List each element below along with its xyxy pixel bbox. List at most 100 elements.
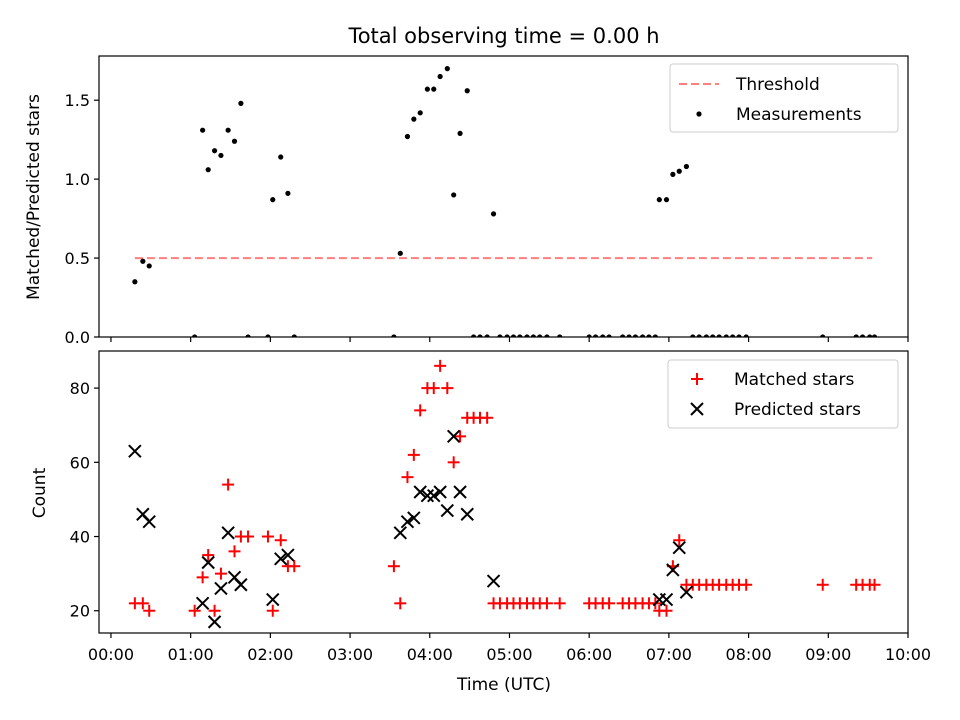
matched-star-point <box>427 382 440 395</box>
measurement-point <box>736 334 742 337</box>
predicted-star-point <box>672 540 686 555</box>
top-y-axis-label: Matched/Predicted stars <box>24 94 44 300</box>
measurement-point <box>504 334 510 337</box>
measurement-point <box>205 167 211 173</box>
measurement-point <box>417 110 423 116</box>
measurement-point <box>656 197 662 203</box>
measurement-point <box>278 154 284 160</box>
x-tick-label: 10:00 <box>885 645 931 664</box>
matched-star-point <box>266 604 279 617</box>
measurement-point <box>424 86 430 92</box>
measurement-point <box>140 258 146 264</box>
predicted-star-point <box>440 503 455 518</box>
matched-star-point <box>214 567 227 580</box>
legend-matched-swatch <box>691 373 703 385</box>
measurement-point <box>457 130 463 136</box>
measurement-point <box>444 66 450 72</box>
predicted-star-point <box>460 507 474 521</box>
measurement-point <box>471 334 477 337</box>
measurement-point <box>431 86 437 92</box>
measurement-point <box>557 334 563 337</box>
matched-star-point <box>603 597 616 610</box>
measurement-point <box>859 334 866 337</box>
measurement-point <box>517 334 523 337</box>
matched-star-point <box>196 571 209 584</box>
predicted-star-point <box>201 555 215 570</box>
top-y-tick-label: 0.5 <box>65 249 90 268</box>
measurement-point <box>703 334 709 337</box>
top-plot-content <box>132 66 878 337</box>
predicted-star-point <box>427 489 441 503</box>
predicted-star-point <box>234 578 248 592</box>
matched-star-point <box>540 597 553 610</box>
measurement-point <box>683 163 690 170</box>
measurement-point <box>451 192 457 198</box>
x-tick-label: 02:00 <box>247 645 293 664</box>
matched-star-point <box>660 604 673 617</box>
top-legend: Threshold Measurements <box>669 63 899 133</box>
predicted-star-point <box>393 526 407 540</box>
matched-star-point <box>447 456 460 469</box>
matched-star-point <box>673 534 686 547</box>
measurement-point <box>497 334 503 337</box>
predicted-star-point <box>433 485 447 499</box>
matched-star-point <box>434 359 447 372</box>
measurement-point <box>820 334 826 337</box>
matched-star-point <box>394 597 407 610</box>
measurement-point <box>710 334 716 337</box>
measurement-point <box>510 334 517 337</box>
matched-star-point <box>274 534 287 547</box>
x-tick-label: 00:00 <box>88 645 134 664</box>
top-y-tick-label: 1.5 <box>65 91 90 110</box>
measurement-point <box>537 334 543 337</box>
measurement-point <box>285 190 291 196</box>
measurement-point <box>586 334 592 337</box>
predicted-star-point <box>659 592 674 607</box>
measurement-point <box>670 171 676 177</box>
measurement-point <box>730 334 736 337</box>
measurement-point <box>437 73 443 80</box>
measurement-point <box>620 334 626 337</box>
predicted-star-point <box>400 514 415 529</box>
measurement-point <box>211 148 218 154</box>
legend-matched-label: Matched stars <box>734 370 854 390</box>
measurement-point <box>477 334 483 337</box>
matched-star-point <box>401 471 414 484</box>
predicted-star-point <box>214 581 228 596</box>
measurement-point <box>544 334 550 337</box>
measurement-point <box>225 127 231 133</box>
matched-star-point <box>441 382 454 395</box>
top-axes-frame <box>98 55 909 338</box>
measurement-point <box>530 334 536 337</box>
bottom-y-tick-label: 20 <box>70 602 90 621</box>
predicted-star-point <box>486 574 501 588</box>
predicted-star-point <box>420 489 435 503</box>
measurement-point <box>600 334 606 337</box>
predicted-star-point <box>274 552 288 566</box>
matched-star-point <box>454 430 467 443</box>
bottom-y-tick-label: 80 <box>70 379 90 398</box>
x-tick-label: 06:00 <box>566 645 612 664</box>
measurement-point <box>676 168 682 174</box>
matched-star-point <box>553 597 566 610</box>
measurement-point <box>871 334 878 337</box>
measurement-point <box>411 116 417 122</box>
bottom-y-axis-label: Count <box>30 467 50 518</box>
measurement-point <box>291 334 297 337</box>
measurement-point <box>524 334 530 337</box>
predicted-star-point <box>453 485 467 499</box>
predicted-star-point <box>266 592 280 607</box>
measurement-point <box>397 250 403 256</box>
measurement-point <box>132 279 138 285</box>
measurement-point <box>464 88 470 94</box>
predicted-star-point <box>281 548 295 562</box>
measurement-point <box>743 334 749 337</box>
bottom-plot-content <box>128 359 881 629</box>
measurement-point <box>490 211 497 217</box>
bottom-legend: Matched stars Predicted stars <box>667 359 899 429</box>
x-tick-label: 03:00 <box>327 645 373 664</box>
measurement-point <box>146 263 152 269</box>
measurement-point <box>200 127 206 133</box>
x-axis-label: Time (UTC) <box>456 675 551 695</box>
